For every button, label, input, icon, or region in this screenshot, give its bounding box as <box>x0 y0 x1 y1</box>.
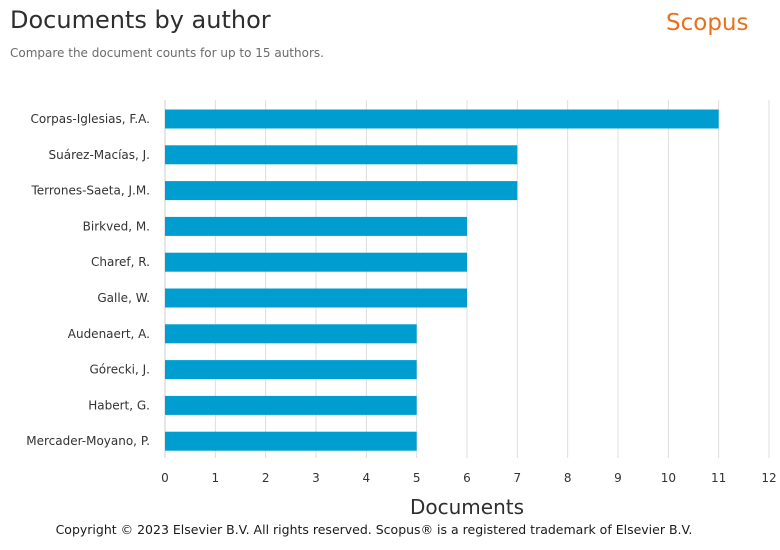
category-label: Terrones-Saeta, J.M. <box>30 184 150 198</box>
chart-title: Documents by author <box>10 6 271 34</box>
x-tick-label: 5 <box>413 471 421 485</box>
x-tick-label: 11 <box>711 471 726 485</box>
x-tick-label: 7 <box>514 471 522 485</box>
x-tick-label: 3 <box>312 471 320 485</box>
chart-subtitle: Compare the document counts for up to 15… <box>10 46 324 60</box>
category-label: Charef, R. <box>91 255 150 269</box>
documents-by-author-chart: Corpas-Iglesias, F.A. Suárez-Macías, J. Te… <box>26 100 777 519</box>
copyright-notice: Copyright © 2023 Elsevier B.V. All right… <box>55 522 693 537</box>
x-tick-labels: 0 1 2 3 4 5 6 7 8 9 10 11 12 <box>161 471 776 485</box>
bar[interactable] <box>165 109 719 129</box>
category-label: Habert, G. <box>88 398 150 412</box>
x-tick-label: 8 <box>564 471 572 485</box>
bar[interactable] <box>165 145 518 165</box>
category-label: Corpas-Iglesias, F.A. <box>30 112 150 126</box>
x-tick-label: 9 <box>614 471 622 485</box>
bar[interactable] <box>165 360 417 380</box>
scopus-logo[interactable]: Scopus <box>666 10 749 36</box>
x-tick-label: 2 <box>262 471 270 485</box>
bar[interactable] <box>165 181 518 201</box>
category-label: Górecki, J. <box>89 363 150 377</box>
bar[interactable] <box>165 252 467 272</box>
bar[interactable] <box>165 395 417 415</box>
category-label: Audenaert, A. <box>68 327 150 341</box>
bar[interactable] <box>165 216 467 236</box>
bar[interactable] <box>165 288 467 308</box>
bars <box>165 109 719 451</box>
x-tick-label: 10 <box>661 471 676 485</box>
category-label: Mercader-Moyano, P. <box>26 434 150 448</box>
category-label: Suárez-Macías, J. <box>49 148 150 162</box>
x-tick-label: 0 <box>161 471 169 485</box>
x-tick-label: 6 <box>463 471 471 485</box>
category-label: Birkved, M. <box>83 219 150 233</box>
bar[interactable] <box>165 431 417 451</box>
x-axis-label: Documents <box>410 495 524 519</box>
category-label: Galle, W. <box>97 291 150 305</box>
category-labels: Corpas-Iglesias, F.A. Suárez-Macías, J. Te… <box>26 112 150 448</box>
bar[interactable] <box>165 324 417 344</box>
x-tick-label: 1 <box>212 471 220 485</box>
x-tick-label: 4 <box>363 471 371 485</box>
x-tick-label: 12 <box>761 471 776 485</box>
